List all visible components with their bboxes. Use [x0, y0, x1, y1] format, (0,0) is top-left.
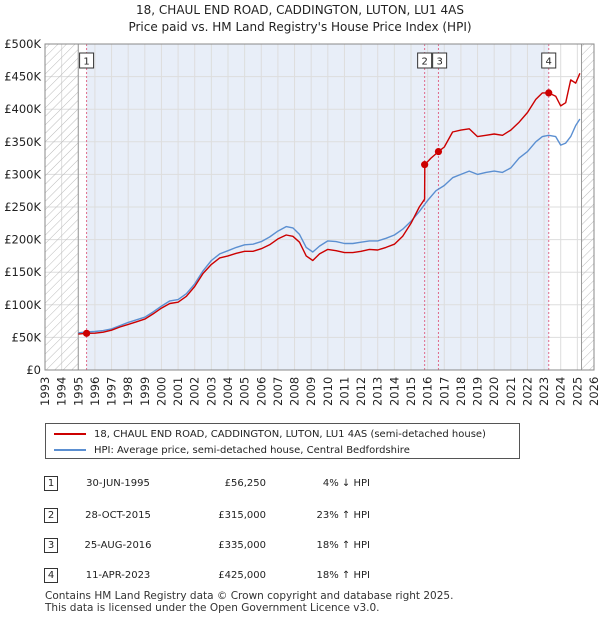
sale-price: £335,000	[218, 540, 266, 551]
sale-marker-label: 2	[421, 57, 427, 68]
x-tick-label: 2015	[404, 377, 418, 406]
sale-marker-box-frame	[79, 52, 95, 69]
x-tick-label: 2009	[304, 377, 318, 406]
plot-frame	[44, 43, 595, 371]
y-tick-label: £50K	[12, 330, 42, 344]
x-tick-label: 1996	[88, 377, 102, 406]
sale-hpi-delta: 23% ↑ HPI	[316, 510, 370, 521]
x-tick-label: 2021	[504, 377, 518, 406]
sale-marker-badge: 4	[44, 568, 58, 583]
x-tick-label: 2002	[188, 377, 202, 406]
legend-item-hpi: HPI: Average price, semi-detached house,…	[54, 442, 410, 458]
x-tick-label: 2025	[570, 377, 584, 406]
x-tick-label: 1993	[38, 377, 52, 406]
x-tick-label: 2004	[221, 377, 235, 406]
x-tick-label: 2006	[254, 377, 268, 406]
legend-label-property: 18, CHAUL END ROAD, CADDINGTON, LUTON, L…	[94, 428, 486, 440]
sale-price: £315,000	[218, 510, 266, 521]
sale-marker-box: 1	[79, 52, 95, 69]
sale-hpi-delta: 4% ↓ HPI	[322, 478, 370, 489]
y-tick-label: £500K	[4, 37, 41, 51]
footer: Contains HM Land Registry data © Crown c…	[45, 590, 453, 614]
x-tick-label: 2023	[537, 377, 551, 406]
chart-subtitle: Price paid vs. HM Land Registry's House …	[128, 20, 472, 34]
x-tick-label: 2013	[371, 377, 385, 406]
sale-marker-badge: 1	[44, 476, 58, 491]
sale-marker-box-frame	[417, 52, 433, 69]
sale-marker-box: 4	[541, 52, 557, 69]
hatched-region-before	[45, 44, 79, 370]
y-tick-label: £200K	[4, 233, 41, 247]
y-tick-label: £450K	[4, 70, 41, 84]
table-row: 3 25-AUG-2016 £335,000 18% ↑ HPI	[0, 536, 600, 556]
sale-date: 28-OCT-2015	[85, 510, 151, 521]
sale-point	[545, 89, 553, 97]
sale-point	[82, 329, 91, 337]
x-tick-label: 1997	[105, 377, 119, 406]
x-tick-label: 2012	[354, 377, 368, 406]
x-tick-label: 2011	[337, 377, 351, 406]
y-tick-label: £100K	[4, 298, 41, 312]
sale-price: £425,000	[218, 570, 266, 581]
x-tick-label: 2016	[421, 377, 435, 406]
legend-label-hpi: HPI: Average price, semi-detached house,…	[94, 444, 410, 456]
sale-marker-label: 1	[83, 57, 89, 68]
property-series-line	[78, 73, 581, 335]
y-tick-label: £0	[26, 363, 41, 377]
x-tick-label: 1994	[55, 377, 69, 406]
y-tick-label: £400K	[4, 102, 41, 116]
hpi-series-line	[78, 118, 581, 334]
x-tick-label: 2010	[321, 377, 335, 406]
table-row: 2 28-OCT-2015 £315,000 23% ↑ HPI	[0, 506, 600, 526]
x-tick-label: 2007	[271, 377, 285, 406]
x-tick-label: 2005	[238, 377, 252, 406]
sale-marker-box: 3	[432, 52, 448, 69]
legend-swatch-property	[54, 433, 86, 435]
sale-marker-badge: 3	[44, 538, 58, 553]
sale-hpi-delta: 18% ↑ HPI	[316, 570, 370, 581]
x-tick-label: 2008	[288, 377, 302, 406]
sale-marker-label: 4	[546, 57, 552, 68]
chart-title: 18, CHAUL END ROAD, CADDINGTON, LUTON, L…	[136, 3, 464, 17]
x-tick-label: 1999	[138, 377, 152, 406]
x-tick-label: 2003	[204, 377, 218, 406]
x-tick-label: 2019	[471, 377, 485, 406]
x-tick-label: 2014	[387, 377, 401, 406]
x-tick-label: 2024	[554, 377, 568, 406]
sale-date: 11-APR-2023	[85, 570, 151, 581]
sale-price: £56,250	[224, 478, 266, 489]
x-tick-label: 2022	[520, 377, 534, 406]
sale-hpi-delta: 18% ↑ HPI	[316, 540, 370, 551]
table-row: 4 11-APR-2023 £425,000 18% ↑ HPI	[0, 566, 600, 586]
sale-marker-box-frame	[432, 52, 448, 69]
y-tick-label: £150K	[4, 265, 41, 279]
x-tick-label: 2000	[154, 377, 168, 406]
sale-marker-box-frame	[541, 52, 557, 69]
sale-marker-label: 3	[436, 57, 442, 68]
y-tick-label: £350K	[4, 135, 41, 149]
footer-licence: This data is licensed under the Open Gov…	[45, 602, 380, 614]
sale-date: 30-JUN-1995	[86, 478, 150, 489]
x-tick-label: 2018	[454, 377, 468, 406]
y-tick-label: £250K	[4, 200, 41, 214]
y-tick-label: £300K	[4, 167, 41, 181]
sale-point	[421, 161, 429, 169]
footer-copyright: Contains HM Land Registry data © Crown c…	[45, 590, 454, 602]
x-tick-label: 1995	[71, 377, 85, 406]
legend-item-property: 18, CHAUL END ROAD, CADDINGTON, LUTON, L…	[54, 426, 486, 442]
sale-marker-badge: 2	[44, 508, 58, 523]
x-tick-label: 2020	[487, 377, 501, 406]
x-tick-label: 2026	[587, 377, 600, 406]
sale-date: 25-AUG-2016	[84, 540, 152, 551]
x-tick-label: 2017	[437, 377, 451, 406]
x-tick-label: 2001	[171, 377, 185, 406]
legend-swatch-hpi	[54, 449, 86, 451]
legend: 18, CHAUL END ROAD, CADDINGTON, LUTON, L…	[45, 423, 520, 459]
hatched-region-after	[581, 44, 594, 370]
sale-marker-box: 2	[417, 52, 433, 69]
table-row: 1 30-JUN-1995 £56,250 4% ↓ HPI	[0, 474, 600, 494]
sale-point	[434, 147, 443, 156]
x-tick-label: 1998	[121, 377, 135, 406]
